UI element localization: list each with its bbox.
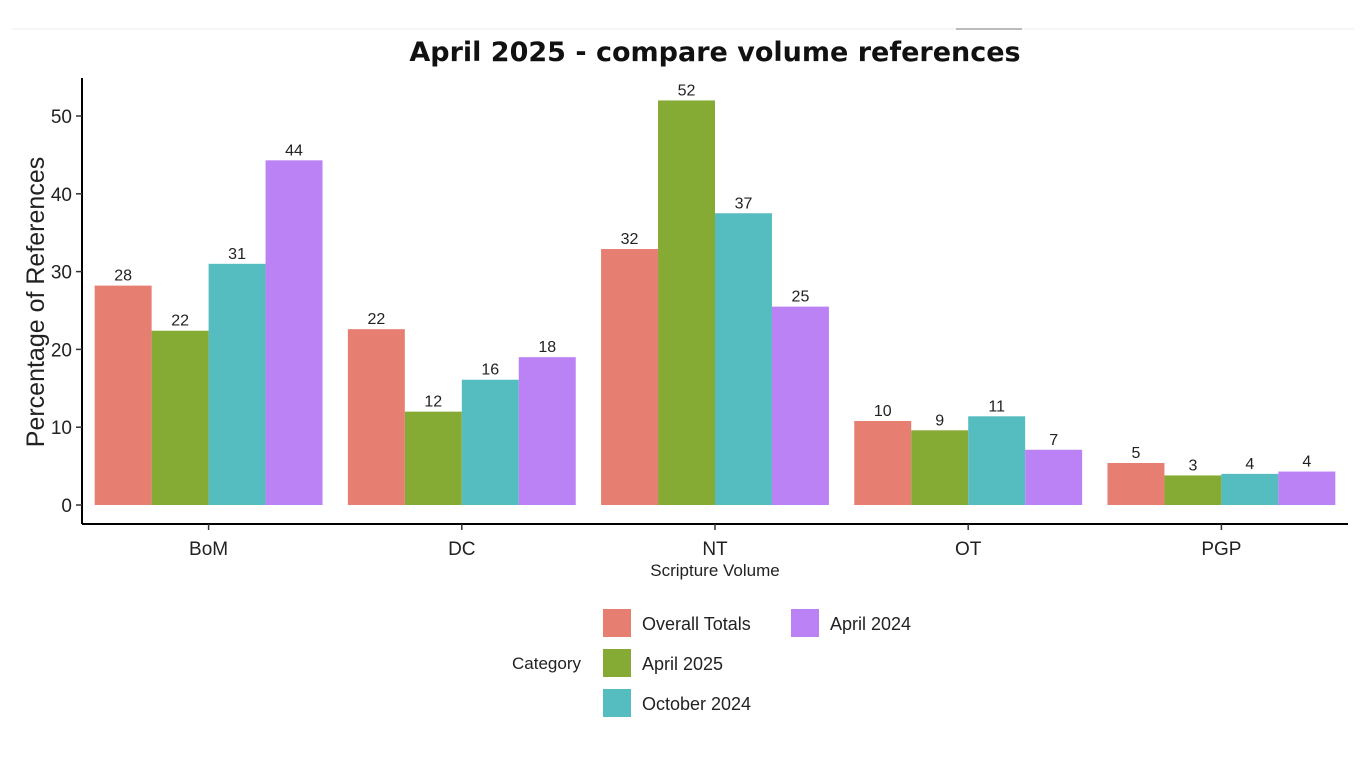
bar bbox=[151, 330, 209, 505]
bar bbox=[1221, 473, 1279, 505]
x-tick-label: NT bbox=[702, 539, 728, 560]
bar bbox=[1164, 475, 1222, 505]
bar-value-label: 25 bbox=[792, 289, 810, 306]
bar bbox=[968, 416, 1026, 505]
plot-area: 01020304050BoM28223144DC22121618NT325237… bbox=[51, 78, 1348, 560]
bar-value-label: 31 bbox=[228, 246, 246, 263]
bar bbox=[715, 213, 772, 505]
legend-swatch bbox=[791, 609, 819, 637]
chart-title: April 2025 - compare volume references bbox=[409, 37, 1020, 68]
bar bbox=[208, 263, 266, 505]
bar-value-label: 4 bbox=[1302, 454, 1311, 471]
bar-value-label: 44 bbox=[285, 142, 303, 159]
y-tick-label: 20 bbox=[51, 340, 72, 361]
bar-value-label: 22 bbox=[171, 313, 189, 330]
legend-swatch bbox=[603, 689, 631, 717]
legend-swatch bbox=[603, 649, 631, 677]
x-axis-title: Scripture Volume bbox=[650, 561, 779, 580]
bar-value-label: 37 bbox=[735, 195, 753, 212]
bar bbox=[601, 249, 659, 505]
legend-swatch bbox=[603, 609, 631, 637]
bar bbox=[404, 411, 462, 505]
bar-value-label: 52 bbox=[678, 82, 696, 99]
x-tick-label: OT bbox=[955, 539, 982, 560]
y-tick-label: 10 bbox=[51, 418, 72, 439]
bar bbox=[854, 420, 912, 505]
bar bbox=[1025, 449, 1083, 505]
legend-label: Overall Totals bbox=[642, 614, 751, 634]
bar bbox=[771, 306, 829, 505]
bar-value-label: 12 bbox=[424, 394, 442, 411]
bar bbox=[1278, 471, 1336, 505]
bar-value-label: 32 bbox=[621, 231, 639, 248]
x-tick-label: DC bbox=[448, 539, 475, 560]
bar-value-label: 28 bbox=[114, 268, 132, 285]
y-axis-title: Percentage of References bbox=[22, 157, 50, 447]
y-tick-label: 40 bbox=[51, 185, 72, 206]
bar-value-label: 11 bbox=[988, 398, 1005, 415]
bar-value-label: 18 bbox=[538, 339, 556, 356]
bar-value-label: 3 bbox=[1188, 457, 1197, 474]
bar-value-label: 4 bbox=[1245, 456, 1254, 473]
bar-value-label: 22 bbox=[367, 311, 385, 328]
bar bbox=[911, 430, 969, 505]
legend: Overall Totals April 2025 October 2024 Apri… bbox=[603, 609, 911, 717]
bar-value-label: 7 bbox=[1049, 432, 1058, 449]
bar bbox=[518, 357, 576, 505]
bar bbox=[265, 160, 323, 505]
legend-title: Category bbox=[512, 654, 581, 673]
bar bbox=[461, 379, 519, 505]
bar-value-label: 9 bbox=[935, 412, 944, 429]
legend-label: April 2025 bbox=[642, 654, 723, 674]
bar-value-label: 10 bbox=[874, 403, 892, 420]
bar bbox=[94, 285, 152, 505]
y-tick-label: 50 bbox=[51, 107, 72, 128]
y-tick-label: 30 bbox=[51, 263, 72, 284]
x-tick-label: PGP bbox=[1201, 539, 1241, 560]
bar bbox=[1107, 462, 1165, 505]
bar-value-label: 5 bbox=[1131, 445, 1140, 462]
bar-value-label: 16 bbox=[481, 362, 499, 379]
legend-label: October 2024 bbox=[642, 694, 751, 714]
bar bbox=[347, 329, 405, 505]
legend-label: April 2024 bbox=[830, 614, 911, 634]
x-tick-label: BoM bbox=[189, 539, 228, 560]
bar bbox=[658, 100, 715, 505]
y-tick-label: 0 bbox=[61, 496, 72, 517]
